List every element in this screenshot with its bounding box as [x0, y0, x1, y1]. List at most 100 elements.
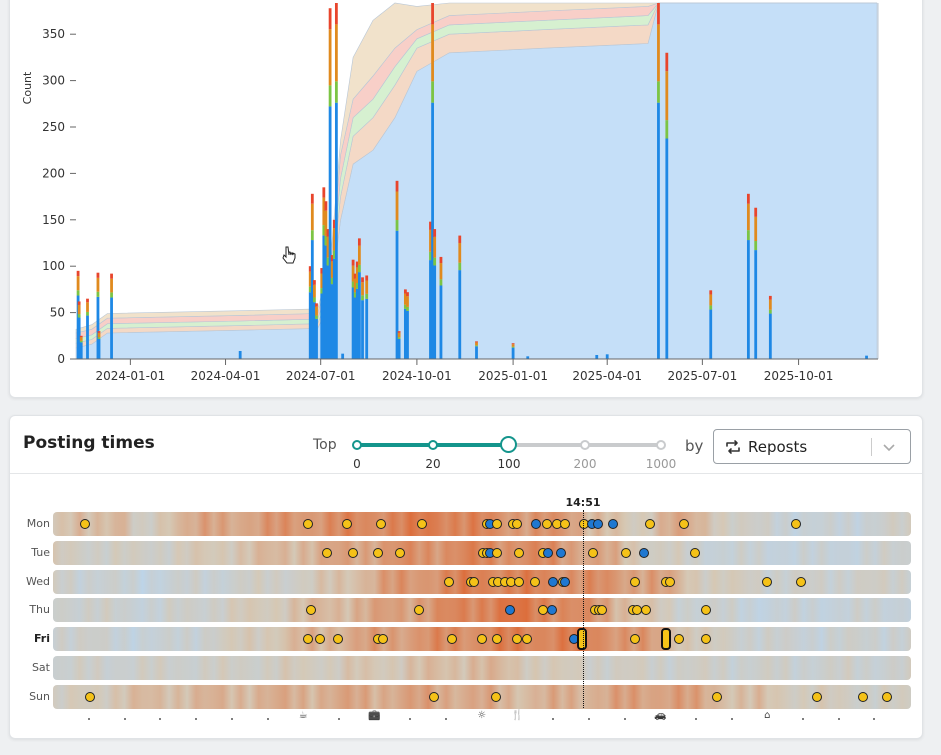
post-marker[interactable] — [376, 519, 386, 529]
bar[interactable] — [97, 338, 101, 359]
post-marker-repost[interactable] — [560, 576, 570, 587]
bar[interactable] — [322, 235, 326, 359]
bar[interactable] — [746, 240, 750, 359]
post-marker[interactable] — [85, 691, 95, 702]
post-marker[interactable] — [80, 519, 90, 529]
post-marker[interactable] — [665, 576, 675, 587]
post-marker[interactable] — [597, 605, 607, 616]
bar[interactable] — [657, 102, 660, 360]
post-marker[interactable] — [674, 634, 684, 645]
post-marker-repost[interactable] — [531, 519, 541, 529]
bar[interactable] — [77, 317, 81, 359]
bar[interactable] — [768, 313, 772, 359]
post-marker[interactable] — [762, 576, 772, 587]
post-marker[interactable] — [492, 634, 502, 645]
post-marker[interactable] — [417, 519, 427, 529]
post-marker[interactable] — [303, 634, 313, 645]
post-marker-repost[interactable] — [556, 547, 566, 558]
slider-stop-200[interactable] — [580, 440, 590, 450]
post-marker[interactable] — [492, 547, 502, 558]
bar[interactable] — [361, 300, 364, 359]
post-marker[interactable] — [882, 691, 892, 702]
post-marker[interactable] — [645, 519, 655, 529]
post-marker[interactable] — [690, 547, 700, 558]
bar[interactable] — [595, 354, 599, 359]
bar[interactable] — [86, 315, 89, 359]
post-marker[interactable] — [796, 576, 806, 587]
bar[interactable] — [351, 287, 355, 359]
post-marker[interactable] — [712, 691, 722, 702]
post-marker-repost[interactable] — [543, 547, 553, 558]
chevron-down-icon[interactable] — [881, 439, 897, 455]
metric-select[interactable]: Reposts — [713, 429, 911, 464]
bar[interactable] — [320, 293, 324, 359]
post-marker[interactable] — [641, 605, 651, 616]
post-marker[interactable] — [373, 547, 383, 558]
post-marker[interactable] — [621, 547, 631, 558]
post-marker[interactable] — [560, 519, 570, 529]
post-marker[interactable] — [414, 605, 424, 616]
post-marker-repost[interactable] — [505, 605, 515, 616]
post-marker[interactable] — [512, 634, 522, 645]
bar[interactable] — [330, 284, 334, 359]
bar[interactable] — [429, 260, 432, 359]
bar[interactable] — [365, 298, 369, 359]
bar[interactable] — [353, 297, 357, 359]
post-marker[interactable] — [395, 547, 405, 558]
post-marker[interactable] — [588, 547, 598, 558]
bar[interactable] — [406, 310, 409, 359]
post-marker[interactable] — [444, 576, 454, 587]
post-marker[interactable] — [333, 634, 343, 645]
post-marker[interactable] — [542, 519, 552, 529]
post-marker[interactable] — [858, 691, 868, 702]
post-marker[interactable] — [315, 634, 325, 645]
post-marker[interactable] — [348, 547, 358, 558]
slider-thumb[interactable] — [500, 436, 517, 453]
bar[interactable] — [865, 355, 868, 359]
bar[interactable] — [313, 302, 316, 359]
post-marker-repost[interactable] — [548, 576, 558, 587]
post-marker[interactable] — [514, 576, 524, 587]
bar[interactable] — [475, 346, 478, 359]
post-marker-repost[interactable] — [608, 519, 618, 529]
post-marker-repost[interactable] — [547, 605, 557, 616]
slider-stop-20[interactable] — [428, 440, 438, 450]
bar[interactable] — [665, 138, 669, 359]
post-marker[interactable] — [630, 576, 640, 587]
bar[interactable] — [395, 230, 399, 359]
bar[interactable] — [308, 292, 312, 359]
post-marker[interactable] — [701, 634, 711, 645]
post-marker[interactable] — [791, 519, 801, 529]
bar[interactable] — [238, 350, 242, 359]
top-n-slider[interactable]: 0 20 100 200 1000 — [350, 430, 676, 474]
post-marker[interactable] — [469, 576, 479, 587]
bar[interactable] — [96, 296, 100, 359]
bar[interactable] — [110, 297, 113, 359]
bar[interactable] — [431, 102, 434, 360]
bar[interactable] — [334, 102, 338, 360]
bar[interactable] — [709, 309, 713, 359]
post-marker[interactable] — [447, 634, 457, 645]
bar[interactable] — [315, 318, 318, 359]
post-marker[interactable] — [492, 519, 502, 529]
bar[interactable] — [355, 288, 359, 359]
post-marker[interactable] — [477, 634, 487, 645]
post-marker[interactable] — [679, 519, 689, 529]
bar[interactable] — [79, 342, 83, 359]
post-marker[interactable] — [378, 634, 388, 645]
bar[interactable] — [605, 354, 609, 359]
bar[interactable] — [526, 356, 530, 359]
bar[interactable] — [433, 265, 437, 359]
bar[interactable] — [397, 338, 401, 359]
slider-stop-1000[interactable] — [656, 440, 666, 450]
post-marker[interactable] — [303, 519, 313, 529]
bar[interactable] — [754, 250, 758, 359]
bar[interactable] — [341, 353, 345, 359]
bar[interactable] — [511, 347, 515, 359]
selected-post-marker[interactable] — [577, 628, 587, 651]
post-marker[interactable] — [630, 634, 640, 645]
bar[interactable] — [403, 308, 407, 359]
bar[interactable] — [310, 240, 314, 359]
post-marker[interactable] — [812, 691, 822, 702]
post-marker[interactable] — [522, 634, 532, 645]
